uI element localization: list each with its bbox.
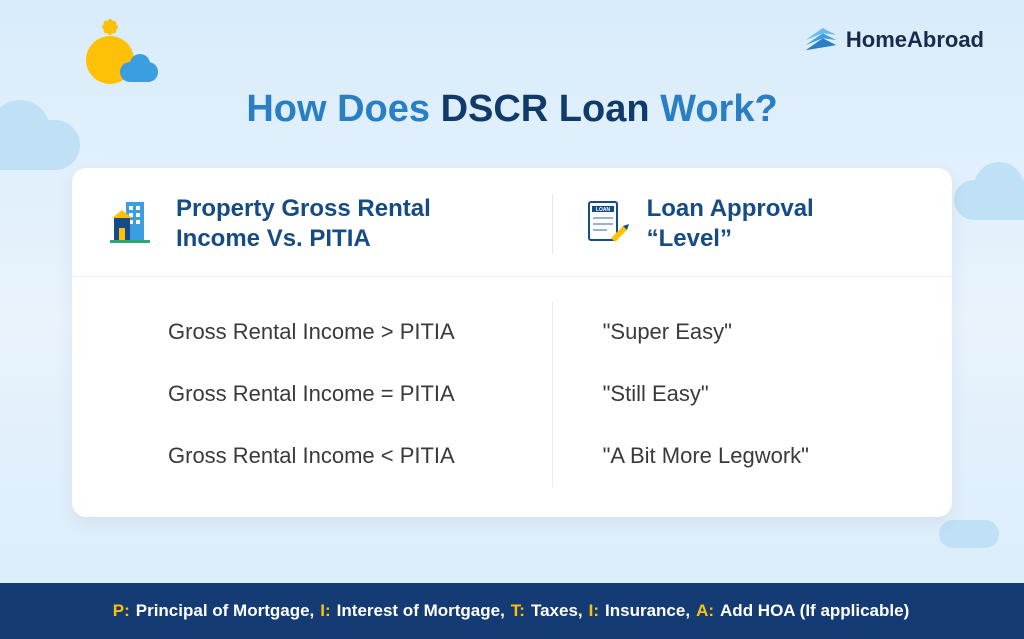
- body-col-level: "Super Easy" "Still Easy" "A Bit More Le…: [553, 301, 918, 487]
- brand-logo: HomeAbroad: [804, 26, 984, 54]
- body-col-income: Gross Rental Income > PITIA Gross Rental…: [106, 301, 553, 487]
- title-part-1: How Does: [246, 88, 440, 130]
- header-label-line: Property Gross Rental: [176, 194, 431, 224]
- legend-text: Insurance,: [605, 601, 690, 621]
- legend-text: Add HOA (If applicable): [720, 601, 909, 621]
- header-label-approval: Loan Approval “Level”: [647, 194, 814, 254]
- cloud-decoration: [939, 520, 999, 548]
- buildings-icon: [106, 196, 158, 253]
- brand-name: HomeAbroad: [846, 27, 984, 53]
- svg-text:LOAN: LOAN: [596, 207, 611, 213]
- legend-key: A:: [696, 601, 714, 621]
- header-col-income: Property Gross Rental Income Vs. PITIA: [106, 194, 553, 254]
- legend-key: I:: [589, 601, 599, 621]
- comparison-card: Property Gross Rental Income Vs. PITIA L…: [72, 168, 952, 517]
- header-label-line: “Level”: [647, 224, 814, 254]
- legend-key: I:: [320, 601, 330, 621]
- income-row: Gross Rental Income = PITIA: [168, 363, 552, 425]
- card-body: Gross Rental Income > PITIA Gross Rental…: [72, 277, 952, 517]
- level-row: "A Bit More Legwork": [603, 425, 918, 487]
- header-label-line: Loan Approval: [647, 194, 814, 224]
- cloud-decoration: [954, 180, 1024, 220]
- legend-text: Principal of Mortgage,: [136, 601, 315, 621]
- logo-mark-icon: [804, 26, 838, 54]
- legend-text: Taxes,: [531, 601, 583, 621]
- header-col-approval: LOAN Loan Approval “Level”: [553, 194, 918, 254]
- card-header: Property Gross Rental Income Vs. PITIA L…: [72, 168, 952, 277]
- income-row: Gross Rental Income < PITIA: [168, 425, 552, 487]
- page-title: How Does DSCR Loan Work?: [0, 88, 1024, 131]
- legend-key: T:: [511, 601, 525, 621]
- title-part-2: DSCR Loan: [441, 88, 650, 130]
- header-label-line: Income Vs. PITIA: [176, 224, 431, 254]
- legend-text: Interest of Mortgage,: [337, 601, 505, 621]
- title-part-3: Work?: [650, 88, 778, 130]
- pitia-legend: P: Principal of Mortgage, I: Interest of…: [0, 583, 1024, 639]
- header-label-income: Property Gross Rental Income Vs. PITIA: [176, 194, 431, 254]
- small-cloud-icon: [120, 62, 158, 82]
- legend-key: P:: [113, 601, 130, 621]
- level-row: "Super Easy": [603, 301, 918, 363]
- loan-doc-icon: LOAN: [583, 198, 629, 251]
- income-row: Gross Rental Income > PITIA: [168, 301, 552, 363]
- level-row: "Still Easy": [603, 363, 918, 425]
